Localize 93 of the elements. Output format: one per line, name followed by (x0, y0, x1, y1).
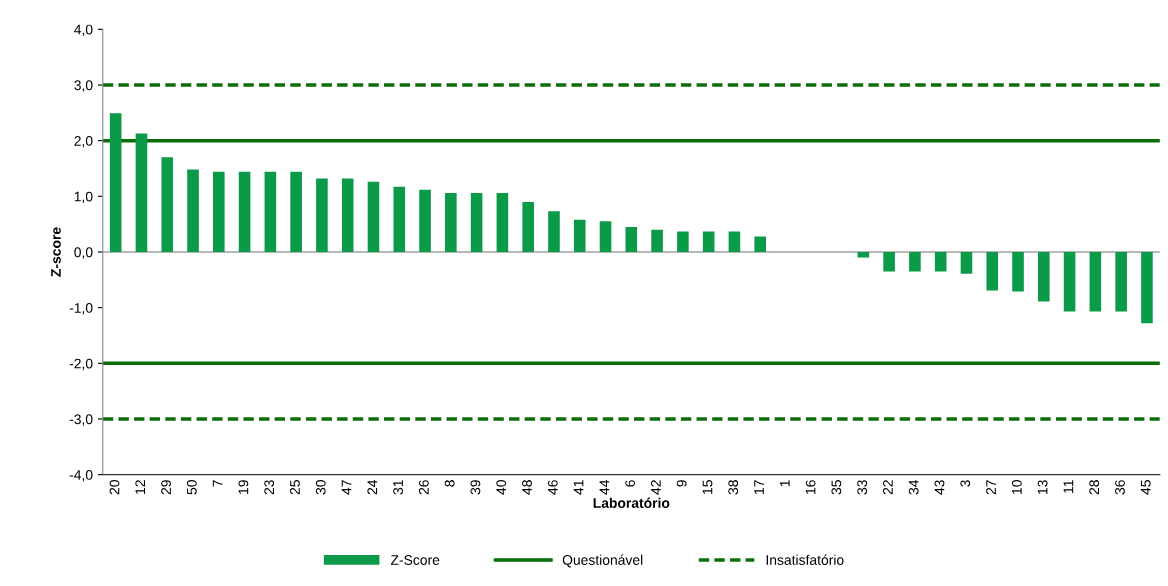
bar (728, 231, 741, 252)
bar (187, 169, 199, 252)
x-tick-label: 17 (754, 480, 764, 494)
bar (290, 171, 302, 252)
bar (960, 251, 973, 274)
x-tick-label: 48 (522, 480, 532, 495)
legend-label: Questionável (562, 554, 643, 568)
y-tick-label: -1,0 (69, 302, 93, 315)
x-tick-label: 31 (393, 480, 403, 495)
bar (573, 219, 586, 252)
bar (419, 189, 431, 252)
x-tick-label: 11 (1063, 480, 1074, 493)
bar (754, 236, 767, 252)
bar (161, 157, 174, 252)
bar (367, 181, 380, 252)
x-tick-label: 22 (883, 480, 893, 495)
bar (677, 231, 689, 252)
bar (702, 231, 715, 252)
x-tick-label: 27 (986, 480, 996, 495)
x-tick-label: 12 (135, 480, 146, 494)
bar (1012, 251, 1024, 292)
bar (393, 186, 406, 252)
y-tick-label: 0,0 (74, 247, 93, 259)
x-tick-label: 10 (1011, 480, 1022, 494)
bar (857, 251, 870, 258)
x-tick-label: 6 (625, 480, 636, 487)
bar (213, 171, 225, 252)
x-tick-label: 50 (186, 480, 197, 495)
y-tick-label: -3,0 (69, 414, 93, 426)
bar (651, 229, 663, 252)
y-tick-label: 3,0 (74, 80, 93, 92)
x-tick-label: 26 (418, 480, 429, 495)
x-tick-label: 43 (934, 480, 945, 495)
y-tick-label: 1,0 (74, 191, 93, 204)
x-tick-label: 41 (573, 480, 584, 495)
bar (548, 211, 560, 252)
bar (986, 251, 999, 291)
y-tick-label: -2,0 (69, 358, 93, 371)
bar (599, 221, 612, 252)
bar (470, 192, 483, 252)
x-tick-label: 20 (109, 480, 120, 495)
x-tick-label: 24 (367, 479, 378, 495)
x-tick-label: 1 (780, 480, 790, 487)
x-tick-label: 33 (857, 480, 868, 495)
x-tick-label: 40 (496, 480, 507, 495)
x-tick-label: 39 (470, 480, 481, 495)
y-axis-title: Z-score (51, 227, 61, 277)
x-tick-label: 23 (264, 480, 275, 495)
legend-label: Z-Score (390, 555, 440, 565)
bar (496, 192, 509, 252)
bar (1115, 251, 1127, 312)
legend-label: Insatisfatório (766, 554, 844, 565)
x-tick-label: 36 (1115, 480, 1125, 495)
bar (625, 226, 638, 252)
x-tick-label: 30 (315, 480, 326, 495)
y-tick-label: 2,0 (74, 135, 93, 148)
x-tick-label: 45 (1140, 480, 1151, 495)
bar (445, 192, 457, 252)
bar (883, 251, 895, 272)
x-tick-label: 9 (676, 480, 687, 487)
x-tick-label: 38 (728, 480, 739, 495)
x-tick-label: 42 (650, 480, 661, 495)
bar (909, 251, 921, 272)
bar (934, 251, 947, 272)
bar (1141, 251, 1153, 324)
x-tick-label: 19 (238, 480, 249, 494)
x-tick-label: 16 (805, 480, 816, 494)
x-tick-label: 15 (702, 480, 713, 494)
x-tick-label: 13 (1037, 480, 1048, 494)
x-tick-label: 47 (341, 480, 352, 495)
x-tick-label: 35 (831, 480, 842, 495)
y-tick-label: -4,0 (69, 469, 93, 482)
x-tick-label: 44 (599, 479, 610, 495)
x-tick-label: 25 (290, 480, 300, 495)
bar (1038, 251, 1050, 302)
bar (109, 113, 122, 252)
x-tick-label: 7 (212, 480, 223, 487)
x-tick-label: 3 (960, 480, 971, 487)
bar (238, 171, 251, 252)
x-tick-label: 28 (1089, 480, 1100, 495)
x-axis-title: Laboratório (593, 497, 670, 508)
x-tick-label: 46 (547, 480, 558, 495)
x-tick-label: 8 (444, 480, 455, 487)
bar (522, 201, 534, 252)
bar (341, 178, 354, 252)
x-tick-label: 34 (908, 479, 919, 495)
bar (264, 171, 277, 252)
bar (1063, 251, 1076, 312)
bar (316, 178, 328, 252)
x-tick-label: 29 (161, 480, 171, 495)
bar (1089, 251, 1102, 312)
y-tick-label: 4,0 (74, 24, 93, 37)
bar (135, 133, 148, 252)
